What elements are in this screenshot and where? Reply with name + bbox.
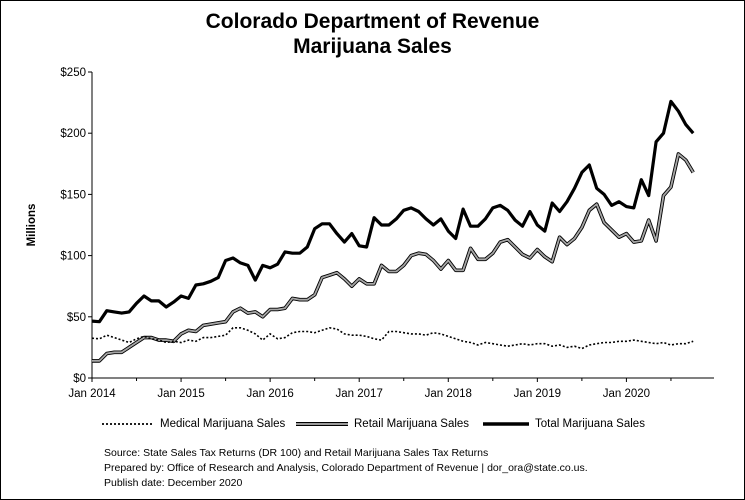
y-tick-label: $250 bbox=[60, 67, 86, 79]
x-tick-label: Jan 2015 bbox=[157, 388, 204, 400]
series-line-medical bbox=[91, 326, 694, 350]
y-tick-label: $0 bbox=[73, 373, 86, 385]
legend-line-bold-icon bbox=[483, 422, 529, 426]
series-line-retail-outline bbox=[92, 152, 695, 363]
y-tick-label: $100 bbox=[60, 251, 86, 263]
x-tick-label: Jan 2017 bbox=[336, 388, 383, 400]
chart-title: Colorado Department of Revenue bbox=[205, 10, 540, 33]
legend-item-medical: Medical Marijuana Sales bbox=[102, 418, 285, 430]
x-tick-label: Jan 2020 bbox=[603, 388, 650, 400]
legend-label-total: Total Marijuana Sales bbox=[535, 418, 645, 430]
publish-date-note: Publish date: December 2020 bbox=[104, 477, 243, 489]
legend-label-medical: Medical Marijuana Sales bbox=[160, 418, 286, 430]
series-line-total bbox=[91, 99, 695, 324]
series-line-retail bbox=[92, 153, 694, 362]
legend-item-retail: Retail Marijuana Sales bbox=[296, 418, 469, 430]
source-note: Source: State Sales Tax Returns (DR 100)… bbox=[104, 447, 489, 459]
x-tick-label: Jan 2018 bbox=[425, 388, 472, 400]
x-tick-label: Jan 2014 bbox=[68, 388, 116, 400]
chart-subtitle: Marijuana Sales bbox=[293, 35, 452, 58]
legend-label-retail: Retail Marijuana Sales bbox=[354, 418, 470, 430]
y-tick-label: $50 bbox=[67, 312, 86, 324]
x-tick-label: Jan 2016 bbox=[246, 388, 293, 400]
legend-item-total: Total Marijuana Sales bbox=[483, 418, 645, 430]
y-axis-label: Millions bbox=[26, 204, 38, 247]
legend-line-dotted-icon bbox=[102, 423, 154, 425]
legend-line-gray-icon bbox=[296, 422, 348, 426]
y-tick-label: $150 bbox=[60, 189, 86, 201]
prepared-by-note: Prepared by: Office of Research and Anal… bbox=[104, 462, 588, 474]
y-tick-label: $200 bbox=[60, 128, 86, 140]
x-tick-label: Jan 2019 bbox=[514, 388, 561, 400]
